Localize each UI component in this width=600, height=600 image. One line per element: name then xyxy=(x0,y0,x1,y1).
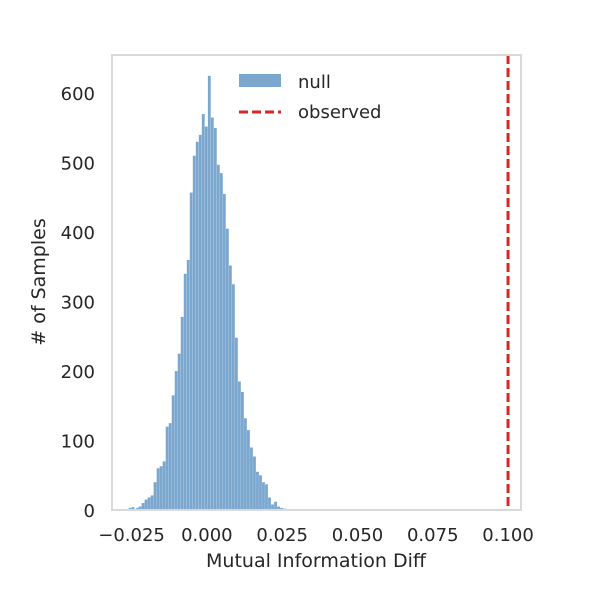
x-tick-label: 0.000 xyxy=(181,525,233,546)
histogram-bar xyxy=(244,418,247,510)
plot-frame xyxy=(111,54,522,511)
x-tick-label: 0.025 xyxy=(256,525,308,546)
y-axis-label: # of Samples xyxy=(28,218,50,345)
histogram-bar xyxy=(192,155,196,511)
histogram-bar xyxy=(201,114,205,511)
histogram-bar xyxy=(198,134,202,510)
x-axis-ticks: −0.025 0.000 0.025 0.050 0.075 0.100 xyxy=(98,525,534,546)
histogram-bar xyxy=(253,456,256,510)
x-tick-label: 0.075 xyxy=(407,525,459,546)
histogram-bar xyxy=(165,426,169,510)
histogram-bar xyxy=(250,447,253,510)
histogram-bar xyxy=(219,173,223,510)
histogram-bar xyxy=(136,507,140,510)
histogram-bar xyxy=(128,507,132,510)
legend-swatch-null xyxy=(239,74,281,87)
histogram-bar xyxy=(168,423,172,510)
histogram-bar xyxy=(207,75,211,510)
y-tick-label: 100 xyxy=(61,432,95,453)
y-tick-label: 300 xyxy=(61,293,95,314)
x-tick-label: 0.050 xyxy=(332,525,384,546)
legend-label-null: null xyxy=(298,72,331,93)
histogram-bar xyxy=(141,503,145,510)
histogram-bar xyxy=(183,273,187,510)
histogram-bar xyxy=(204,126,208,511)
histogram-bar xyxy=(180,316,184,510)
histogram-bar xyxy=(237,381,241,510)
histogram-bar xyxy=(222,193,226,510)
y-tick-label: 500 xyxy=(61,154,95,175)
histogram-bar xyxy=(147,497,151,510)
y-tick-label: 600 xyxy=(61,84,95,105)
histogram-bar xyxy=(162,461,166,510)
y-axis-ticks: 0 100 200 300 400 500 600 xyxy=(61,84,95,522)
histogram-bar xyxy=(247,430,250,510)
histogram-bar xyxy=(186,259,190,510)
histogram-bar xyxy=(144,499,148,510)
histogram-bar xyxy=(210,117,214,511)
histogram-bar xyxy=(171,395,175,510)
histogram-bar xyxy=(177,353,181,510)
histogram-bar xyxy=(262,482,265,510)
histogram-bar xyxy=(159,466,163,510)
histogram-bar xyxy=(153,482,157,510)
histogram-bar xyxy=(259,475,262,510)
x-tick-label: −0.025 xyxy=(98,525,165,546)
legend: null observed xyxy=(239,72,381,123)
histogram-bar xyxy=(231,284,235,510)
histogram-bar xyxy=(241,391,244,510)
histogram-bar xyxy=(213,127,217,510)
y-tick-label: 200 xyxy=(61,362,95,383)
y-tick-label: 0 xyxy=(84,501,95,522)
histogram-bar xyxy=(256,471,259,510)
histogram-bar xyxy=(131,507,135,510)
histogram-bar xyxy=(271,504,274,510)
histogram-bar xyxy=(225,228,229,510)
histogram-bar xyxy=(234,337,238,510)
histogram-bar xyxy=(150,495,154,510)
histogram-bars xyxy=(128,75,289,511)
histogram-bar xyxy=(138,506,142,510)
histogram-bar xyxy=(268,497,271,510)
histogram-bar xyxy=(228,265,232,510)
histogram-bar xyxy=(189,192,193,511)
histogram-bar xyxy=(216,164,220,510)
x-axis-label: Mutual Information Diff xyxy=(206,550,427,572)
x-tick-label: 0.100 xyxy=(482,525,534,546)
histogram-bar xyxy=(274,501,277,510)
y-tick-label: 400 xyxy=(61,223,95,244)
histogram-bar xyxy=(280,507,283,510)
histogram-bar xyxy=(195,141,199,510)
legend-label-observed: observed xyxy=(298,102,381,123)
histogram-bar xyxy=(265,484,268,510)
histogram-bar xyxy=(277,506,280,510)
histogram-bar xyxy=(156,468,160,510)
histogram-bar xyxy=(174,371,178,510)
